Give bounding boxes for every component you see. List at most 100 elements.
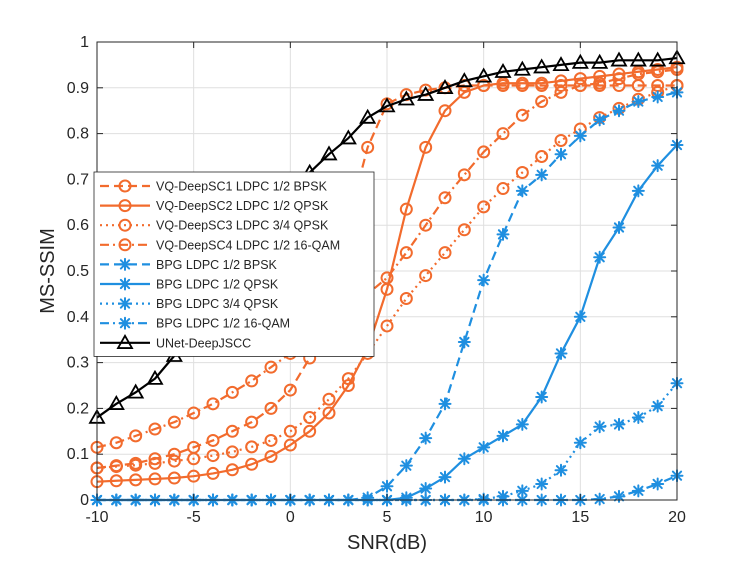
data-point bbox=[496, 227, 510, 241]
data-point bbox=[419, 431, 433, 445]
legend: VQ-DeepSC1 LDPC 1/2 BPSK VQ-DeepSC2 LDPC … bbox=[93, 171, 375, 357]
legend-item: BPG LDPC 1/2 16-QAM bbox=[100, 316, 290, 331]
data-point bbox=[649, 51, 667, 67]
data-point bbox=[341, 372, 355, 386]
legend-item: UNet-DeepJSCC bbox=[100, 333, 251, 350]
data-point bbox=[438, 470, 452, 484]
legend-swatch-marker bbox=[118, 257, 132, 271]
legend-items: VQ-DeepSC1 LDPC 1/2 BPSK VQ-DeepSC2 LDPC … bbox=[100, 179, 340, 350]
data-point bbox=[573, 129, 587, 143]
data-point bbox=[496, 182, 510, 196]
data-point bbox=[535, 76, 549, 90]
data-point bbox=[515, 417, 529, 431]
data-point bbox=[515, 184, 529, 198]
legend-label: VQ-DeepSC4 LDPC 1/2 16-QAM bbox=[156, 238, 340, 252]
data-point bbox=[417, 85, 435, 101]
legend-label: BPG LDPC 1/2 16-QAM bbox=[156, 317, 290, 331]
data-point bbox=[593, 113, 607, 127]
legend-label: VQ-DeepSC2 LDPC 1/2 QPSK bbox=[156, 199, 329, 213]
data-point bbox=[148, 456, 162, 470]
x-tick-label: 20 bbox=[668, 509, 686, 526]
data-point bbox=[245, 374, 259, 388]
data-point bbox=[283, 383, 297, 397]
data-point bbox=[129, 473, 143, 487]
data-point bbox=[283, 438, 297, 452]
legend-item: VQ-DeepSC1 LDPC 1/2 BPSK bbox=[100, 179, 328, 194]
legend-box bbox=[93, 171, 375, 357]
data-point bbox=[573, 79, 587, 93]
data-point bbox=[496, 127, 510, 141]
data-point bbox=[380, 319, 394, 333]
series-line bbox=[96, 84, 678, 470]
data-point bbox=[554, 85, 568, 99]
data-point bbox=[612, 417, 626, 431]
data-point bbox=[631, 95, 645, 109]
legend-label: VQ-DeepSC1 LDPC 1/2 BPSK bbox=[156, 180, 328, 194]
data-point bbox=[477, 145, 491, 159]
data-point bbox=[225, 424, 239, 438]
y-tick-label: 1 bbox=[80, 34, 89, 51]
data-point bbox=[631, 484, 645, 498]
data-point bbox=[535, 390, 549, 404]
x-tick-label: 5 bbox=[383, 509, 392, 526]
data-point bbox=[457, 223, 471, 237]
x-tick-label: 10 bbox=[475, 509, 493, 526]
data-point bbox=[419, 218, 433, 232]
data-point bbox=[399, 246, 413, 260]
data-point bbox=[631, 184, 645, 198]
legend-swatch-marker bbox=[118, 179, 132, 193]
y-tick-label: 0 bbox=[80, 492, 89, 509]
data-point bbox=[378, 97, 396, 113]
legend-item: VQ-DeepSC3 LDPC 3/4 QPSK bbox=[100, 218, 329, 233]
legend-item: VQ-DeepSC2 LDPC 1/2 QPSK bbox=[100, 199, 329, 213]
data-point bbox=[225, 463, 239, 477]
data-point bbox=[148, 472, 162, 486]
data-point bbox=[593, 69, 607, 83]
legend-swatch-marker bbox=[118, 199, 132, 213]
data-point bbox=[438, 246, 452, 260]
data-point bbox=[187, 452, 201, 466]
x-tick-label: -10 bbox=[85, 509, 108, 526]
data-point bbox=[477, 79, 491, 93]
legend-swatch-marker bbox=[118, 218, 132, 232]
y-axis-label: MS-SSIM bbox=[37, 228, 59, 314]
legend-swatch-marker bbox=[116, 333, 134, 349]
data-point bbox=[457, 335, 471, 349]
data-point bbox=[593, 250, 607, 264]
data-point bbox=[457, 452, 471, 466]
data-point bbox=[303, 424, 317, 438]
data-point bbox=[399, 459, 413, 473]
data-point bbox=[554, 463, 568, 477]
data-point bbox=[612, 104, 626, 118]
x-tick-label: 0 bbox=[286, 509, 295, 526]
data-point bbox=[167, 447, 181, 461]
legend-item: BPG LDPC 1/2 QPSK bbox=[100, 277, 279, 292]
data-point bbox=[322, 406, 336, 420]
data-point bbox=[129, 429, 143, 443]
data-point bbox=[629, 51, 647, 67]
data-point bbox=[477, 200, 491, 214]
data-point bbox=[341, 379, 355, 392]
data-point bbox=[515, 108, 529, 122]
series-line bbox=[96, 66, 678, 483]
data-point bbox=[397, 90, 415, 106]
data-point bbox=[322, 392, 336, 406]
series-line bbox=[96, 68, 678, 449]
legend-label: VQ-DeepSC3 LDPC 3/4 QPSK bbox=[156, 219, 329, 233]
x-tick-label: 15 bbox=[571, 509, 589, 526]
data-point bbox=[167, 471, 181, 485]
data-point bbox=[552, 56, 570, 72]
data-point bbox=[303, 411, 317, 425]
data-point bbox=[571, 53, 589, 69]
data-point bbox=[535, 150, 549, 163]
data-point bbox=[612, 72, 626, 86]
legend-label: UNet-DeepJSCC bbox=[156, 336, 251, 350]
data-point bbox=[535, 477, 549, 491]
data-point bbox=[475, 67, 493, 83]
y-tick-label: 0.9 bbox=[67, 80, 89, 97]
data-point bbox=[438, 397, 452, 411]
data-point bbox=[109, 460, 123, 474]
data-point bbox=[167, 415, 181, 429]
legend-item: VQ-DeepSC4 LDPC 1/2 16-QAM bbox=[100, 238, 340, 252]
data-point bbox=[245, 440, 259, 454]
